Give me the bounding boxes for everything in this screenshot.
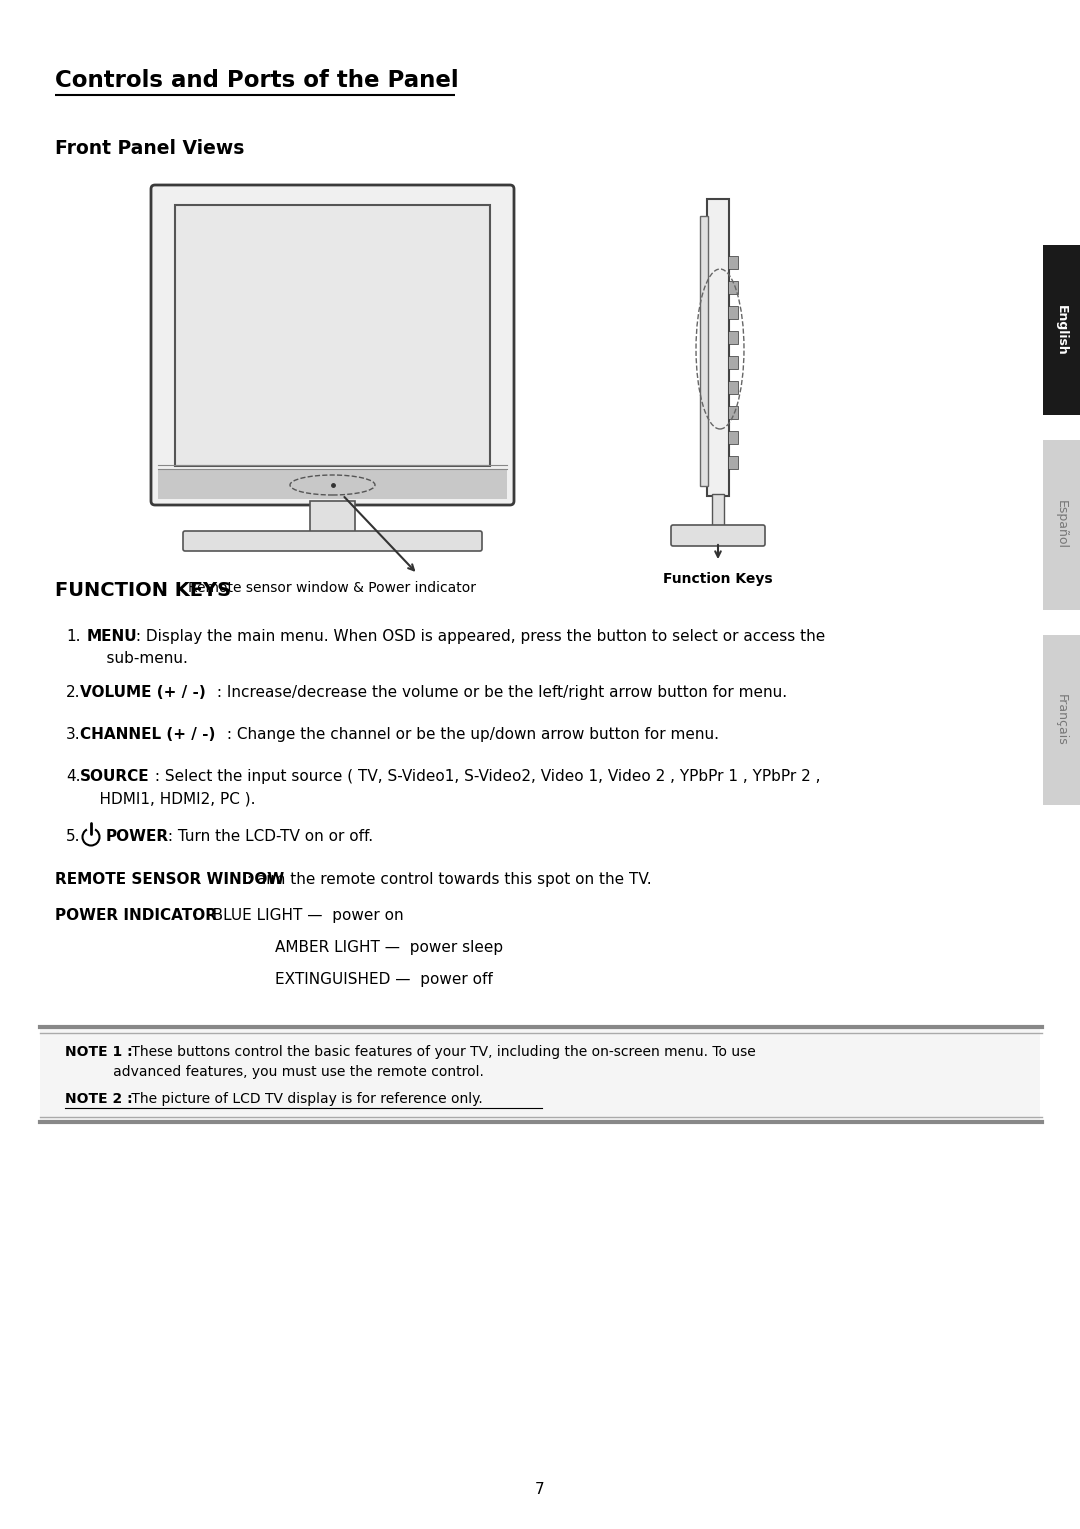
Text: MENU: MENU: [87, 628, 137, 644]
Text: AMBER LIGHT —  power sleep: AMBER LIGHT — power sleep: [275, 940, 503, 956]
Bar: [728, 281, 738, 294]
Bar: [1043, 440, 1080, 610]
Text: English: English: [1055, 304, 1068, 355]
Text: advanced features, you must use the remote control.: advanced features, you must use the remo…: [65, 1066, 484, 1079]
Text: : Increase/decrease the volume or be the left/right arrow button for menu.: : Increase/decrease the volume or be the…: [212, 685, 787, 700]
Bar: [40, 1027, 1040, 1122]
Text: EXTINGUISHED —  power off: EXTINGUISHED — power off: [275, 972, 492, 988]
Text: FUNCTION KEYS: FUNCTION KEYS: [55, 581, 231, 599]
Text: NOTE 2 :: NOTE 2 :: [65, 1092, 133, 1105]
Text: POWER INDICATOR: POWER INDICATOR: [55, 908, 217, 924]
Text: Français: Français: [1055, 694, 1068, 746]
Text: NOTE 1 :: NOTE 1 :: [65, 1044, 133, 1060]
Text: HDMI1, HDMI2, PC ).: HDMI1, HDMI2, PC ).: [80, 790, 256, 806]
Text: Remote sensor window & Power indicator: Remote sensor window & Power indicator: [189, 581, 476, 595]
Text: Function Keys: Function Keys: [663, 572, 773, 586]
Text: : Change the channel or be the up/down arrow button for menu.: : Change the channel or be the up/down a…: [222, 726, 719, 742]
Bar: [728, 330, 738, 344]
Text: Español: Español: [1055, 500, 1068, 549]
Bar: [175, 205, 490, 466]
Text: : Display the main menu. When OSD is appeared, press the button to select or acc: : Display the main menu. When OSD is app…: [131, 628, 825, 644]
Text: 3.: 3.: [66, 726, 81, 742]
FancyBboxPatch shape: [671, 524, 765, 546]
Bar: [728, 456, 738, 469]
Text: These buttons control the basic features of your TV, including the on-screen men: These buttons control the basic features…: [127, 1044, 756, 1060]
Text: 5.: 5.: [66, 829, 81, 844]
Bar: [310, 502, 355, 534]
Text: CHANNEL (+ / -): CHANNEL (+ / -): [80, 726, 215, 742]
Text: SOURCE: SOURCE: [80, 769, 150, 784]
Bar: [728, 407, 738, 419]
Text: : aim the remote control towards this spot on the TV.: : aim the remote control towards this sp…: [242, 872, 651, 887]
Text: Front Panel Views: Front Panel Views: [55, 139, 244, 157]
Bar: [728, 431, 738, 443]
Text: :   BLUE LIGHT —  power on: : BLUE LIGHT — power on: [188, 908, 404, 924]
Bar: [728, 306, 738, 320]
Text: Controls and Ports of the Panel: Controls and Ports of the Panel: [55, 69, 459, 92]
FancyBboxPatch shape: [183, 531, 482, 550]
Bar: [1043, 635, 1080, 804]
Bar: [728, 381, 738, 394]
Text: 7: 7: [536, 1482, 544, 1497]
FancyBboxPatch shape: [151, 185, 514, 505]
Bar: [712, 494, 724, 529]
Bar: [1043, 245, 1080, 414]
Text: 2.: 2.: [66, 685, 81, 700]
Text: VOLUME (+ / -): VOLUME (+ / -): [80, 685, 206, 700]
Text: 4.: 4.: [66, 769, 81, 784]
Text: POWER: POWER: [106, 829, 170, 844]
Text: REMOTE SENSOR WINDOW: REMOTE SENSOR WINDOW: [55, 872, 284, 887]
Bar: [707, 199, 729, 495]
Text: sub-menu.: sub-menu.: [87, 651, 188, 667]
Text: The picture of LCD TV display is for reference only.: The picture of LCD TV display is for ref…: [127, 1092, 483, 1105]
Text: : Turn the LCD-TV on or off.: : Turn the LCD-TV on or off.: [163, 829, 373, 844]
Text: : Select the input source ( TV, S-Video1, S-Video2, Video 1, Video 2 , YPbPr 1 ,: : Select the input source ( TV, S-Video1…: [150, 769, 821, 784]
Bar: [728, 255, 738, 269]
Bar: [158, 469, 507, 498]
Bar: [700, 216, 708, 486]
Text: 1.: 1.: [66, 628, 81, 644]
Bar: [728, 356, 738, 368]
